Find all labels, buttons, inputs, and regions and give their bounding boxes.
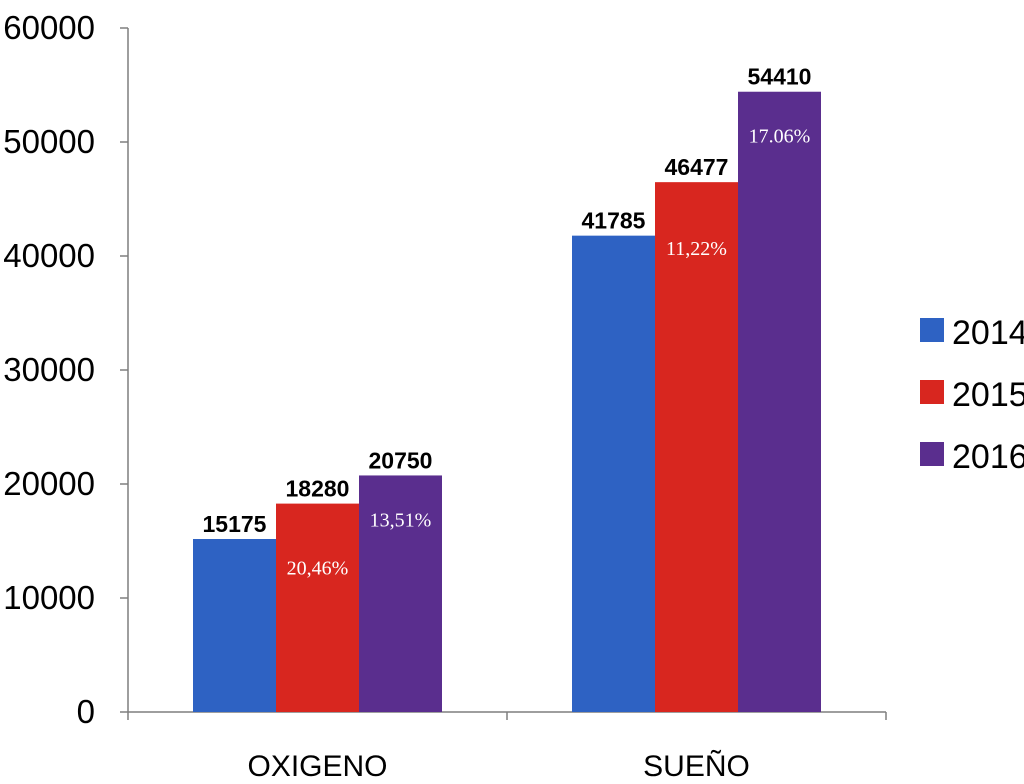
legend-label: 2016 (952, 438, 1024, 476)
data-label: 20750 (369, 447, 433, 473)
bar-2015-oxigeno (276, 503, 359, 712)
y-tick-label: 30000 (3, 351, 95, 388)
percent-label: 11,22% (666, 238, 727, 260)
legend-label: 2014 (952, 314, 1024, 352)
legend: 2014 2015 2016 (920, 314, 1024, 476)
y-tick-label: 0 (77, 693, 95, 730)
bar-2014-sueño (572, 235, 655, 712)
legend-swatch-2014 (920, 318, 944, 342)
percent-label: 17.06% (749, 126, 811, 148)
bar-2016-sueño (738, 91, 821, 712)
data-labels-group: 15175 18280 20,46% 20750 13,51% 41785 46477 11,… (203, 64, 812, 580)
data-label: 15175 (203, 511, 267, 537)
bars-group (193, 91, 821, 712)
y-tick-label: 60000 (3, 9, 95, 46)
bar-2015-sueño (655, 182, 738, 712)
legend-label: 2015 (952, 376, 1024, 414)
category-labels-group: OXIGENO SUEÑO (247, 749, 749, 783)
data-label: 54410 (748, 64, 812, 90)
data-label: 18280 (286, 476, 350, 502)
bar-2016-oxigeno (359, 475, 442, 712)
category-label: SUEÑO (643, 749, 750, 783)
legend-swatch-2016 (920, 442, 944, 466)
y-tick-label: 50000 (3, 123, 95, 160)
legend-swatch-2015 (920, 380, 944, 404)
tick-group: 0 10000 20000 30000 40000 50000 60000 (3, 9, 887, 730)
percent-label: 20,46% (287, 558, 349, 580)
y-tick-label: 40000 (3, 237, 95, 274)
y-tick-label: 10000 (3, 579, 95, 616)
y-tick-label: 20000 (3, 465, 95, 502)
category-label: OXIGENO (247, 750, 387, 783)
data-label: 41785 (582, 208, 646, 234)
percent-label: 13,51% (370, 509, 432, 531)
data-label: 46477 (665, 154, 729, 180)
bar-2014-oxigeno (193, 539, 276, 712)
